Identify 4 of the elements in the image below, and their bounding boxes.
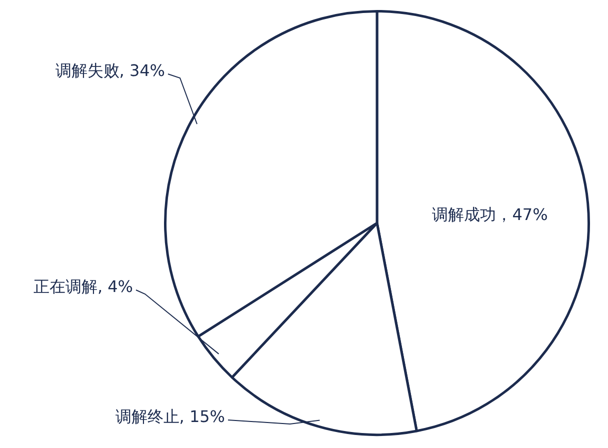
slice-label: 调解失败, 34%: [55, 61, 165, 80]
slice-label: 调解成功，47%: [432, 205, 548, 224]
slice-label: 正在调解, 4%: [33, 277, 133, 296]
slice-label: 调解终止, 15%: [115, 407, 225, 426]
